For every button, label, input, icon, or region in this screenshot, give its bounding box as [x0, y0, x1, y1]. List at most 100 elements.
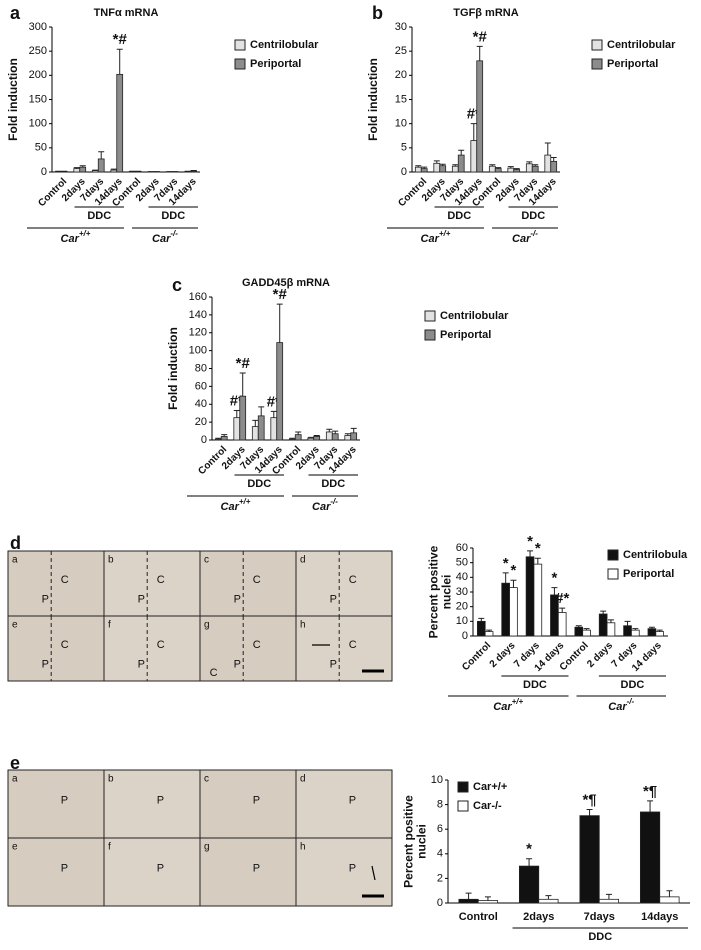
bar: [458, 898, 479, 904]
bar: [331, 433, 339, 441]
zone-label: P: [349, 795, 356, 807]
y-tick-label: 100: [29, 118, 47, 130]
y-tick-label: 120: [189, 327, 207, 339]
error-bar: [632, 628, 639, 631]
error-bar: [258, 406, 265, 416]
legend-label: Periportal: [440, 329, 491, 341]
zone-label: P: [253, 863, 260, 875]
bar: [623, 625, 632, 637]
error-bar: [624, 620, 631, 626]
bar: [494, 168, 502, 173]
bar: [579, 815, 600, 904]
genotype-sup: -/-: [530, 229, 538, 238]
bar: [294, 434, 302, 441]
micrograph-letter: f: [108, 842, 111, 853]
bar: [214, 438, 222, 441]
zone-label: P: [138, 659, 145, 671]
genotype-name: Car: [152, 233, 171, 245]
zone-label: C: [253, 574, 261, 586]
bar: [344, 435, 352, 441]
group-label: DDC: [521, 210, 545, 222]
significance-label: *¶: [643, 783, 657, 800]
error-bar: [295, 431, 302, 435]
y-tick-label: 0: [437, 897, 443, 909]
bar: [582, 629, 591, 637]
micrograph-letter: a: [12, 555, 18, 566]
micrograph-letter: a: [12, 774, 18, 785]
legend-swatch: [234, 39, 246, 51]
significance-label: #*: [555, 590, 569, 607]
significance-label: *: [503, 555, 509, 572]
significance-label: *#: [473, 28, 488, 45]
panel-letter: e: [10, 753, 20, 773]
zone-label: P: [138, 594, 145, 606]
error-bar: [476, 45, 483, 61]
genotype-sup: +/+: [239, 497, 251, 506]
bar: [574, 626, 584, 637]
error-bar: [484, 896, 491, 901]
significance-label: *¶: [582, 791, 596, 808]
error-bar: [544, 142, 551, 156]
legend-label: Periportal: [607, 58, 658, 70]
error-bar: [252, 419, 259, 427]
error-bar: [421, 166, 428, 169]
error-bar: [510, 579, 517, 588]
error-bar: [527, 550, 534, 557]
y-tick-label: 60: [195, 380, 207, 392]
y-axis-label: Fold induction: [166, 327, 180, 410]
genotype-label: Car+/+: [493, 697, 523, 713]
legend-swatch: [234, 58, 246, 70]
x-tick-label: 7days: [584, 911, 615, 923]
arrow: [371, 865, 376, 881]
bar: [270, 417, 278, 441]
group-label: DDC: [621, 679, 645, 691]
zone-label: P: [330, 659, 337, 671]
micrograph: [103, 615, 201, 682]
bar: [325, 431, 333, 441]
genotype-name: Car: [512, 233, 531, 245]
error-bar: [110, 168, 117, 171]
error-bar: [607, 619, 614, 623]
y-tick-label: 25: [395, 45, 407, 57]
legend-label: Car+/+: [473, 781, 507, 793]
error-bar: [470, 123, 477, 141]
error-bar: [233, 410, 240, 418]
genotype-label: Car-/-: [152, 229, 178, 245]
error-bar: [513, 168, 520, 170]
bar: [73, 168, 81, 173]
bar: [639, 811, 661, 904]
micrograph: [103, 550, 201, 617]
bar: [79, 166, 87, 173]
micrograph-letter: g: [204, 842, 210, 853]
zone-label: P: [157, 795, 164, 807]
legend-swatch: [457, 781, 469, 793]
y-tick-label: 6: [437, 823, 443, 835]
zone-label: C: [349, 574, 357, 586]
y-tick-label: 10: [456, 615, 468, 627]
error-bar: [502, 572, 509, 584]
y-tick-label: 15: [395, 93, 407, 105]
zone-label: P: [42, 594, 49, 606]
error-bar: [289, 437, 296, 440]
error-bar: [526, 858, 533, 867]
legend-swatch: [591, 58, 603, 70]
error-bar: [313, 435, 320, 437]
y-tick-label: 60: [456, 542, 468, 554]
micrograph: [7, 615, 105, 682]
genotype-label: Car-/-: [512, 229, 538, 245]
error-bar: [648, 626, 655, 629]
error-bar: [605, 893, 612, 900]
significance-label: *#: [236, 355, 251, 372]
y-axis-label: Percent positive: [402, 795, 416, 888]
error-bar: [532, 164, 539, 167]
error-bar: [350, 427, 357, 433]
micrograph: [295, 550, 393, 617]
error-bar: [415, 165, 422, 168]
bar: [476, 60, 484, 173]
error-bar: [526, 161, 533, 164]
group-label: DDC: [447, 210, 471, 222]
error-bar: [452, 164, 459, 167]
bar: [606, 622, 616, 637]
bar: [507, 167, 515, 173]
